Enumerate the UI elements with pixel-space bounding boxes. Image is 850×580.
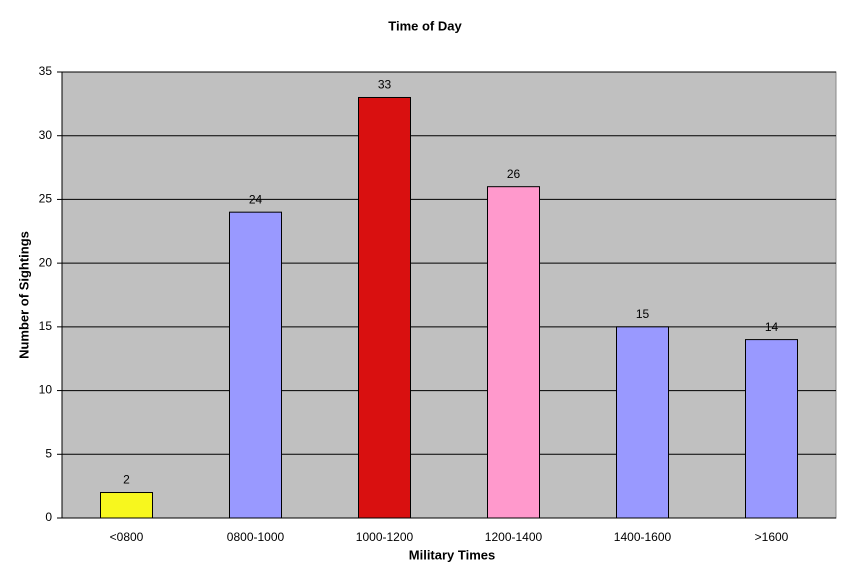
- x-tick-label: 1000-1200: [356, 530, 414, 544]
- y-tick-label: 35: [39, 64, 53, 78]
- x-tick-label: 1400-1600: [614, 530, 672, 544]
- x-tick-label: 1200-1400: [485, 530, 543, 544]
- x-tick-label: 0800-1000: [227, 530, 285, 544]
- bar: [616, 326, 669, 519]
- y-tick-label: 25: [39, 192, 53, 206]
- x-tick-label: >1600: [755, 530, 789, 544]
- y-tick-label: 5: [45, 446, 52, 460]
- bar: [487, 186, 540, 519]
- data-label: 33: [378, 78, 392, 92]
- data-label: 15: [636, 307, 650, 321]
- x-axis-title: Military Times: [409, 547, 495, 562]
- data-label: 14: [765, 320, 779, 334]
- x-tick-label: <0800: [110, 530, 144, 544]
- chart-title: Time of Day: [388, 18, 462, 33]
- y-tick-label: 30: [39, 128, 53, 142]
- y-tick-label: 15: [39, 319, 53, 333]
- y-axis-title: Number of Sightings: [16, 231, 31, 359]
- bar: [745, 339, 798, 519]
- y-tick-label: 20: [39, 255, 53, 269]
- y-tick-label: 0: [45, 510, 52, 524]
- data-label: 24: [249, 192, 263, 206]
- data-label: 2: [123, 473, 130, 487]
- plot-area: [61, 71, 837, 519]
- data-label: 26: [507, 167, 521, 181]
- bar: [358, 96, 411, 519]
- y-tick-label: 10: [39, 383, 53, 397]
- bar: [229, 211, 282, 519]
- bar: [100, 492, 153, 519]
